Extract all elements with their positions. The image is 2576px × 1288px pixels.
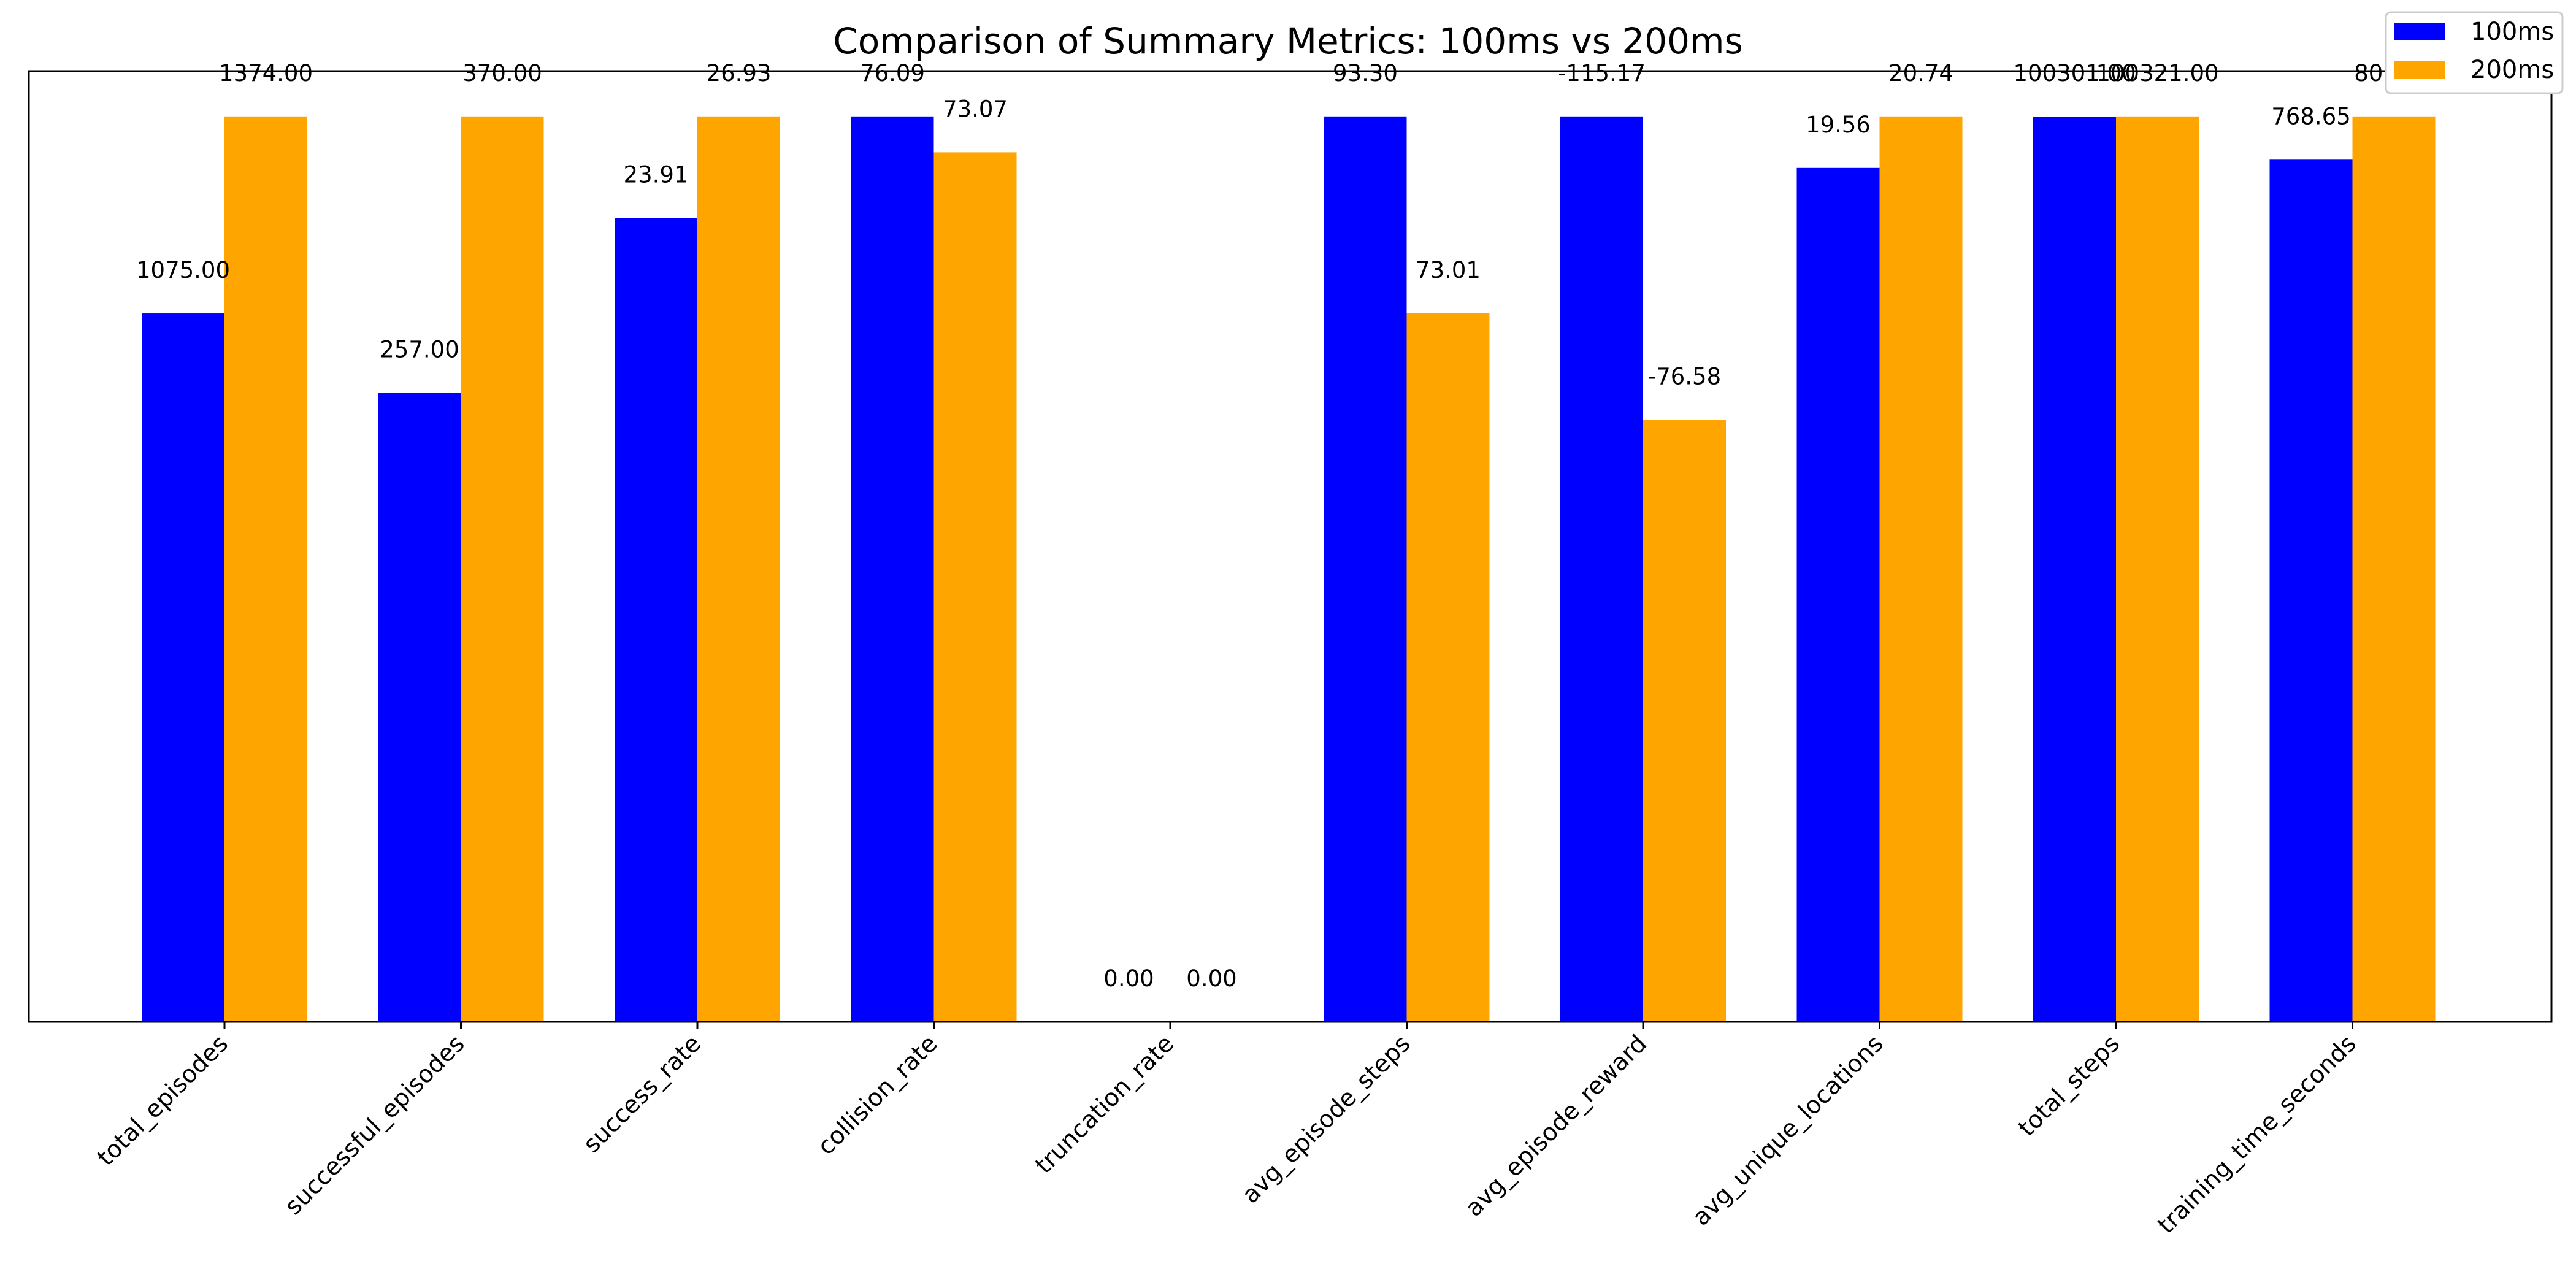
bar-total_steps-200ms — [2116, 116, 2199, 1022]
data-label-truncation_rate-200ms: 0.00 — [1186, 965, 1236, 992]
x-tick-label-total_steps: total_steps — [2013, 1030, 2125, 1142]
bar-collision_rate-100ms — [851, 116, 934, 1022]
bar-avg_episode_reward-200ms — [1643, 420, 1726, 1022]
bar-training_time_seconds-100ms — [2269, 159, 2353, 1022]
legend: 100ms 200ms — [2385, 11, 2564, 94]
bar-success_rate-100ms — [615, 218, 697, 1022]
data-label-total_episodes-200ms: 1374.00 — [219, 60, 313, 86]
data-label-truncation_rate-100ms: 0.00 — [1103, 965, 1154, 992]
data-labels-group: 1075.00 1374.00 257.00 370.00 23.91 26.93 76.0… — [136, 60, 2434, 992]
bar-avg_episode_reward-100ms — [1560, 116, 1643, 1022]
x-tick-label-avg_unique_locations: avg_unique_locations — [1687, 1030, 1888, 1231]
bar-avg_episode_steps-200ms — [1406, 313, 1490, 1022]
data-label-successful_episodes-100ms: 257.00 — [380, 337, 459, 363]
data-label-success_rate-100ms: 23.91 — [624, 161, 689, 188]
x-tick-label-successful_episodes: successful_episodes — [280, 1030, 470, 1221]
data-label-total_steps-100ms: 100301.00 — [2013, 60, 2136, 86]
bar-total_steps-100ms — [2033, 117, 2116, 1022]
data-label-avg_episode_steps-200ms: 73.01 — [1416, 257, 1481, 283]
data-label-collision_rate-200ms: 73.07 — [943, 96, 1008, 122]
chart-title: Comparison of Summary Metrics: 100ms vs … — [833, 20, 1743, 62]
bar-successful_episodes-200ms — [461, 116, 544, 1022]
bar-avg_unique_locations-200ms — [1879, 116, 1963, 1022]
bar-training_time_seconds-200ms — [2352, 116, 2436, 1022]
data-label-avg_episode_steps-100ms: 93.30 — [1333, 60, 1398, 86]
x-tick-label-avg_episode_steps: avg_episode_steps — [1237, 1030, 1416, 1209]
data-label-avg_episode_reward-200ms: -76.58 — [1648, 363, 1721, 389]
data-label-collision_rate-100ms: 76.09 — [860, 60, 925, 86]
plot-area-frame — [28, 70, 2553, 1023]
data-label-success_rate-200ms: 26.93 — [707, 60, 772, 86]
legend-label-100ms: 100ms — [2471, 18, 2554, 46]
x-tick-label-avg_episode_reward: avg_episode_reward — [1460, 1030, 1652, 1222]
data-label-total_steps-200ms: 100321.00 — [2096, 60, 2218, 86]
data-label-successful_episodes-200ms: 370.00 — [462, 60, 542, 86]
bar-success_rate-200ms — [697, 116, 780, 1022]
bar-avg_episode_steps-100ms — [1324, 116, 1407, 1022]
bar-total_episodes-100ms — [142, 313, 224, 1022]
x-tick-label-training_time_seconds: training_time_seconds — [2152, 1030, 2361, 1239]
data-label-total_episodes-100ms: 1075.00 — [136, 257, 230, 283]
legend-swatch-100ms — [2394, 23, 2445, 40]
data-label-avg_episode_reward-100ms: -115.17 — [1558, 60, 1646, 86]
legend-label-200ms: 200ms — [2471, 56, 2554, 84]
x-axis-ticks: total_episodes successful_episodes success… — [92, 1022, 2362, 1240]
data-label-avg_unique_locations-200ms: 20.74 — [1888, 60, 1953, 86]
bar-successful_episodes-100ms — [378, 393, 461, 1022]
bar-avg_unique_locations-100ms — [1796, 167, 1880, 1022]
data-label-training_time_seconds-100ms: 768.65 — [2271, 103, 2350, 129]
x-tick-label-success_rate: success_rate — [578, 1030, 707, 1159]
x-tick-label-truncation_rate: truncation_rate — [1030, 1030, 1179, 1179]
x-tick-label-total_episodes: total_episodes — [92, 1030, 234, 1171]
bars-group — [142, 116, 2436, 1022]
x-tick-label-collision_rate: collision_rate — [813, 1030, 943, 1160]
bar-total_episodes-200ms — [224, 116, 307, 1022]
data-label-avg_unique_locations-100ms: 19.56 — [1806, 112, 1871, 138]
legend-swatch-200ms — [2394, 61, 2445, 79]
bar-collision_rate-200ms — [933, 152, 1017, 1022]
